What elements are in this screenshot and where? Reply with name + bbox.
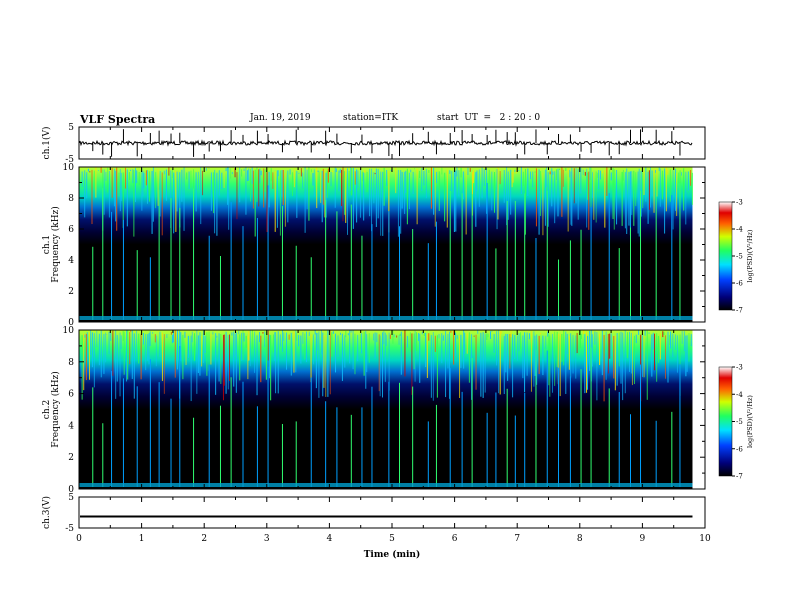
colorbar	[718, 366, 733, 477]
y-tick-label: 0	[68, 318, 74, 328]
colorbar-tick-label: -6	[736, 280, 743, 288]
colorbar-tick-label: -7	[736, 473, 743, 481]
colorbar-tick-label: -4	[736, 391, 743, 399]
start-time-label: start UT = 2 : 20 : 0	[437, 113, 541, 123]
x-tick-label: 7	[514, 534, 520, 544]
x-tick-label: 8	[577, 534, 583, 544]
y-tick-label: 4	[68, 256, 74, 266]
x-tick-label: 3	[264, 534, 270, 544]
x-tick-label: 9	[640, 534, 646, 544]
y-tick-label: 5	[68, 493, 74, 503]
colorbar-tick-label: -5	[736, 418, 743, 426]
channel-label: ch.1	[42, 235, 52, 254]
chart-title: VLF Spectra	[80, 113, 156, 126]
low-frequency-band	[79, 316, 693, 320]
y-tick-label: 2	[68, 287, 74, 297]
spectrogram-background	[79, 167, 693, 322]
colorbar-tick-label: -4	[736, 226, 743, 234]
colorbar-tick-label: -6	[736, 445, 743, 453]
y-tick-label: -5	[65, 524, 74, 534]
colorbar-label: log(PSD)(V²/Hz)	[746, 229, 754, 282]
y-tick-label: 6	[68, 390, 74, 400]
colorbar-tick-label: -3	[736, 364, 743, 372]
x-tick-label: 1	[139, 534, 145, 544]
y-tick-label: 0	[68, 485, 74, 495]
y-tick-label: 10	[63, 326, 75, 336]
y-tick-label: 5	[68, 123, 74, 133]
colorbar	[718, 201, 733, 311]
colorbar-tick-label: -5	[736, 253, 743, 261]
y-axis-label: ch.3(V)	[41, 496, 52, 529]
y-tick-label: 4	[68, 421, 74, 431]
y-axis-label: Frequency (kHz)	[50, 206, 61, 283]
x-tick-label: 0	[76, 534, 82, 544]
y-axis-label: ch.1(V)	[41, 127, 52, 160]
date-label: Jan. 19, 2019	[250, 113, 311, 123]
y-tick-label: 6	[68, 225, 74, 235]
waveform-line	[79, 139, 693, 147]
y-tick-label: 8	[68, 358, 74, 368]
x-tick-label: 2	[201, 534, 207, 544]
colorbar-tick-label: -7	[736, 307, 743, 315]
low-frequency-band	[79, 483, 693, 487]
y-axis-label: Frequency (kHz)	[50, 371, 61, 448]
colorbar-tick-label: -3	[736, 199, 743, 207]
y-tick-label: 10	[63, 163, 75, 173]
x-tick-label: 5	[389, 534, 395, 544]
station-label: station=ITK	[343, 113, 399, 123]
x-tick-label: 10	[699, 534, 711, 544]
x-axis-label: Time (min)	[364, 549, 421, 560]
y-tick-label: 8	[68, 194, 74, 204]
channel-label: ch.2	[42, 400, 52, 419]
colorbar-label: log(PSD)(V²/Hz)	[746, 395, 754, 448]
x-tick-label: 4	[327, 534, 333, 544]
x-tick-label: 6	[452, 534, 458, 544]
y-tick-label: 2	[68, 453, 74, 463]
y-tick-label: -5	[65, 155, 74, 165]
